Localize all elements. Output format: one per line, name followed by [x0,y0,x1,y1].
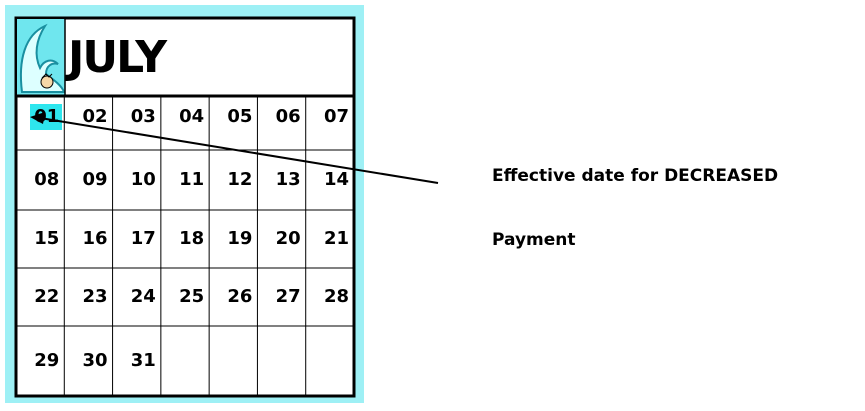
day-number: 04 [179,106,204,127]
day-number: 22 [34,286,59,307]
day-number: 12 [227,169,252,190]
day-number: 18 [179,228,204,249]
day-number: 09 [83,169,108,190]
day-number: 08 [34,169,59,190]
annotation-line: Payment [492,230,576,250]
day-number: 06 [276,106,301,127]
day-number: 13 [276,169,301,190]
day-number: 29 [34,350,59,371]
day-number: 25 [179,286,204,307]
day-number: 11 [179,169,204,190]
day-number: 14 [324,169,349,190]
month-title: JULY [65,32,168,83]
day-number: 24 [131,286,156,307]
day-number: 21 [324,228,349,249]
day-number: 15 [34,228,59,249]
day-number: 10 [131,169,156,190]
calendar [14,16,356,398]
day-number: 17 [131,228,156,249]
day-number: 27 [276,286,301,307]
arrow [33,116,439,184]
day-number: 05 [227,106,252,127]
day-number: 30 [83,350,108,371]
day-number: 19 [227,228,252,249]
day-number: 20 [276,228,301,249]
day-number: 28 [324,286,349,307]
day-number: 16 [83,228,108,249]
annotation-line: Effective date for DECREASED [492,166,778,186]
wave-icon [17,19,66,95]
arrow-head [30,112,45,124]
day-number: 23 [83,286,108,307]
day-number: 03 [131,106,156,127]
day-number: 31 [131,350,156,371]
day-number: 02 [83,106,108,127]
day-number: 26 [227,286,252,307]
day-number: 07 [324,106,349,127]
